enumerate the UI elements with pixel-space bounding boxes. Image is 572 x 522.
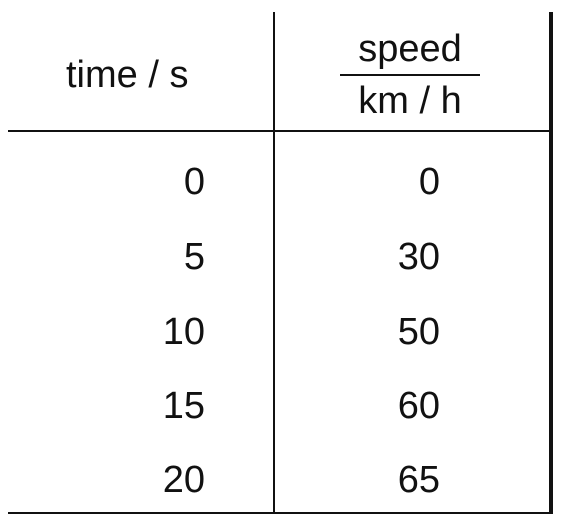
cell-speed: 30 [397, 236, 440, 278]
cell-speed: 50 [397, 311, 440, 353]
cell-speed: 65 [397, 459, 440, 501]
fraction-bar [340, 74, 480, 76]
header-speed: speed km / h [340, 30, 480, 120]
right-border [549, 12, 553, 514]
cell-time: 5 [183, 236, 205, 278]
header-speed-numerator: speed [358, 28, 462, 70]
cell-time: 15 [162, 385, 205, 427]
bottom-border [8, 512, 553, 514]
cell-time: 10 [162, 311, 205, 353]
cell-time: 20 [162, 459, 205, 501]
cell-speed: 60 [397, 385, 440, 427]
cell-speed: 0 [418, 161, 440, 203]
column-divider [273, 12, 275, 514]
header-divider [8, 130, 553, 132]
cell-time: 0 [183, 161, 205, 203]
header-time: time / s [66, 54, 189, 96]
header-speed-denominator: km / h [358, 80, 462, 122]
